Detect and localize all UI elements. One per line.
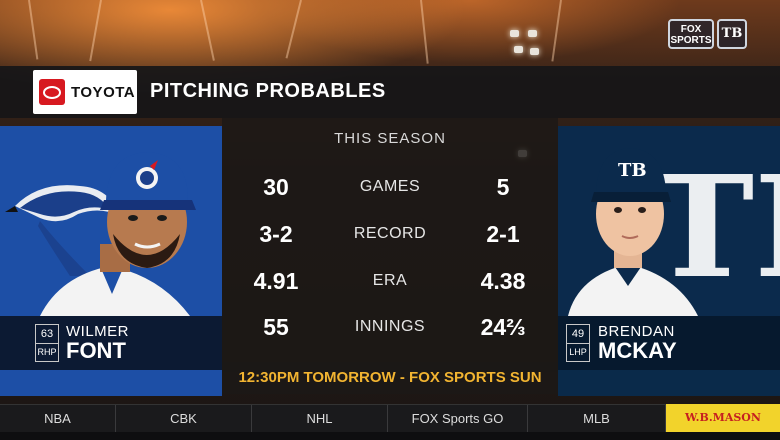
blue-jays-logo-icon (5, 185, 120, 276)
rays-logo: TB (717, 19, 747, 49)
panel-footer (558, 370, 780, 396)
home-stat-value: 4.38 (480, 268, 526, 294)
home-stat-value: 2-1 (486, 221, 520, 247)
ticker-item[interactable]: CBK (116, 405, 252, 433)
cap-logo: TB (618, 160, 647, 181)
away-stat-value: 4.91 (253, 268, 299, 294)
stat-row-era: 4.91 ERA 4.38 (222, 268, 558, 298)
fox-sports-logo: FOX SPORTS (668, 19, 714, 49)
home-pitcher-panel: TB TB 49 LHP BRENDAN MCKAY (558, 126, 780, 396)
ticker-item[interactable]: NHL (252, 405, 388, 433)
bottom-ticker: NBA CBK NHL FOX Sports GO MLB (0, 404, 780, 433)
graphic-title: PITCHING PROBABLES (150, 80, 386, 102)
pitcher-first-name: WILMER (66, 323, 129, 340)
stat-label: RECORD (353, 225, 427, 242)
jersey-number-box: 49 LHP (566, 324, 590, 362)
away-pitcher-photo (0, 126, 222, 316)
home-stat-value: 5 (496, 174, 510, 200)
ticker-item[interactable]: NBA (0, 405, 116, 433)
panel-footer (0, 370, 222, 396)
ticker-item[interactable]: FOX Sports GO (388, 405, 528, 433)
away-stat-value: 30 (263, 174, 289, 200)
stat-label: ERA (372, 272, 408, 289)
bottom-strip (0, 432, 780, 440)
sponsor-name: TOYOTA (71, 83, 136, 101)
stats-panel: THIS SEASON 30 GAMES 5 3-2 RECORD 2-1 4.… (222, 118, 558, 372)
sponsor-box: TOYOTA (33, 70, 137, 114)
jersey-number-box: 63 RHP (35, 324, 59, 362)
home-pitcher-nameplate: 49 LHP BRENDAN MCKAY (558, 316, 780, 370)
toyota-logo-icon (39, 79, 65, 105)
stat-label: INNINGS (354, 318, 426, 335)
ticker-sponsor-ad: W.B.MASON (666, 404, 780, 432)
away-stat-value: 55 (263, 314, 289, 340)
pitcher-hand: RHP (37, 347, 57, 357)
pitcher-last-name: FONT (66, 338, 126, 363)
away-stat-value: 3-2 (259, 221, 293, 247)
home-pitcher-photo: TB TB (558, 126, 780, 316)
stats-period: THIS SEASON (334, 130, 446, 147)
away-pitcher-panel: 63 RHP WILMER FONT (0, 126, 222, 396)
stat-row-games: 30 GAMES 5 (222, 174, 558, 204)
pitcher-hand: LHP (569, 347, 587, 357)
network-bug: FOX SPORTS TB (668, 19, 748, 49)
stat-row-innings: 55 INNINGS 24⅔ (222, 314, 558, 344)
jersey-number: 63 (36, 325, 58, 344)
away-pitcher-nameplate: 63 RHP WILMER FONT (0, 316, 222, 370)
home-stat-value: 24⅔ (480, 314, 526, 340)
pitcher-first-name: BRENDAN (598, 323, 675, 340)
broadcast-info: 12:30PM TOMORROW - FOX SPORTS SUN (222, 362, 558, 394)
pitcher-last-name: MCKAY (598, 338, 677, 363)
jersey-number: 49 (567, 325, 589, 344)
stat-row-record: 3-2 RECORD 2-1 (222, 221, 558, 251)
ticker-item[interactable]: MLB (528, 405, 666, 433)
rays-logo-icon: TB (650, 146, 780, 310)
stat-label: GAMES (359, 178, 421, 195)
